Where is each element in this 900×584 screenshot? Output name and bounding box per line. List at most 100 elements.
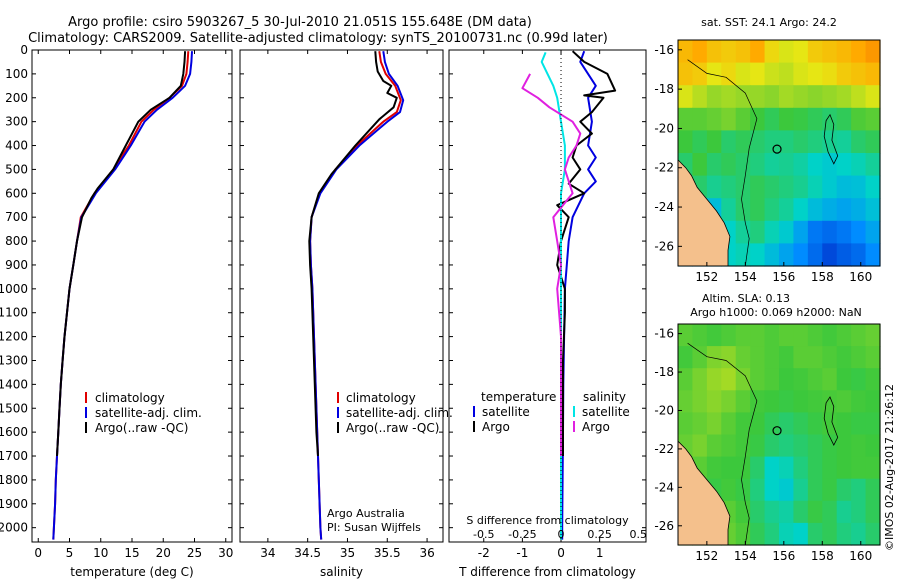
x-tick-label: 15: [124, 546, 139, 560]
heat-cell: [721, 390, 737, 413]
y-tick-label: 1500: [0, 401, 28, 415]
heat-cell: [836, 107, 852, 131]
heat-cell: [764, 500, 780, 524]
heat-cell: [865, 40, 881, 64]
heat-cell: [793, 478, 809, 502]
heat-cell: [822, 220, 838, 244]
heat-cell: [764, 40, 780, 64]
heat-cell: [735, 40, 751, 64]
map-frame: [677, 323, 881, 546]
heat-cell: [750, 243, 766, 267]
heat-cell: [836, 324, 852, 347]
heat-cell: [822, 85, 838, 109]
heat-cell: [764, 346, 780, 369]
heat-cell: [793, 85, 809, 109]
heat-cell: [807, 346, 823, 369]
heat-cell: [865, 220, 881, 244]
institution-annotation: Argo Australia: [327, 507, 405, 520]
x-tick-label: 160: [849, 549, 872, 563]
heat-cell: [793, 243, 809, 267]
heat-cell: [750, 85, 766, 109]
heat-cell: [750, 62, 766, 86]
reef-contour: [823, 113, 839, 165]
y-tick-label: 500: [5, 162, 28, 176]
heat-cell: [779, 368, 795, 391]
x-tick-label: 1: [596, 546, 604, 560]
heat-cell: [822, 198, 838, 222]
heat-cell: [735, 390, 751, 413]
plot-frame: [239, 49, 444, 543]
heat-cell: [779, 243, 795, 267]
y-tick-label: 1000: [0, 282, 28, 296]
heat-cell: [836, 456, 852, 480]
x-tick-label: 25: [187, 546, 202, 560]
heat-cell: [836, 434, 852, 458]
y-tick-label: 800: [5, 234, 28, 248]
heat-cell: [807, 390, 823, 413]
heat-cell: [678, 62, 694, 86]
heat-cell: [721, 62, 737, 86]
heat-cell: [822, 153, 838, 177]
heat-cell: [706, 368, 722, 391]
heat-cell: [822, 368, 838, 391]
heat-cell: [678, 390, 694, 413]
heat-cell: [865, 153, 881, 177]
heat-cell: [764, 478, 780, 502]
heat-cell: [764, 198, 780, 222]
legend-label-t-satellite: satellite: [482, 405, 530, 419]
heat-cell: [764, 85, 780, 109]
y-tick-label: -26: [654, 519, 674, 533]
legend-title-salinity: salinity: [583, 390, 626, 404]
series-line-satellite: [309, 51, 405, 540]
x-tick-label: 36: [419, 546, 434, 560]
heat-cell: [822, 500, 838, 524]
sla-map-panel: 152 154 156 158 160 -16 -18 -20 -22 -24 -26: [654, 323, 881, 563]
salinity-panel: 34 34.5 35 35.5 36 salinity: [239, 49, 444, 579]
heat-cell: [750, 40, 766, 64]
heat-cell: [851, 220, 867, 244]
heat-cell: [678, 346, 694, 369]
legend-label-t-argo: Argo: [482, 420, 510, 434]
heat-cell: [779, 153, 795, 177]
y-tick-label: -26: [654, 239, 674, 253]
heat-cell: [692, 346, 708, 369]
heat-cell: [750, 220, 766, 244]
heat-cell: [822, 62, 838, 86]
heat-cell: [851, 40, 867, 64]
heat-cell: [692, 368, 708, 391]
plot-frame: [31, 49, 233, 543]
series-line-climatology: [52, 51, 190, 540]
heat-cell: [764, 434, 780, 458]
heat-cell: [865, 198, 881, 222]
heat-cell: [836, 368, 852, 391]
heat-cell: [851, 456, 867, 480]
heat-cell: [678, 107, 694, 131]
y-tick-label: -22: [654, 161, 674, 175]
heat-cell: [779, 390, 795, 413]
heat-cell: [851, 85, 867, 109]
y-tick-label: 1600: [0, 425, 28, 439]
y-tick-label: -24: [654, 200, 674, 214]
heat-cell: [678, 40, 694, 64]
series-line-argo: [56, 51, 187, 457]
heat-cell: [807, 153, 823, 177]
heat-cell: [721, 198, 737, 222]
heat-cell: [750, 412, 766, 436]
x-tick-label: 160: [849, 270, 872, 284]
legend-label-climatology: climatology: [95, 391, 165, 405]
y-tick-label: 100: [5, 67, 28, 81]
heat-cell: [836, 500, 852, 524]
s-tick-label: -0.5: [473, 528, 494, 541]
top-axis-label: S difference from climatology: [466, 514, 629, 527]
heat-cell: [750, 346, 766, 369]
heat-cell: [793, 390, 809, 413]
argo-position-marker: [772, 144, 782, 154]
heat-cell: [721, 434, 737, 458]
heat-cell: [807, 243, 823, 267]
heat-cell: [822, 456, 838, 480]
heat-cell: [706, 85, 722, 109]
y-tick-label: 1300: [0, 353, 28, 367]
heat-cell: [764, 153, 780, 177]
heat-cell: [721, 324, 737, 347]
heat-cell: [750, 198, 766, 222]
